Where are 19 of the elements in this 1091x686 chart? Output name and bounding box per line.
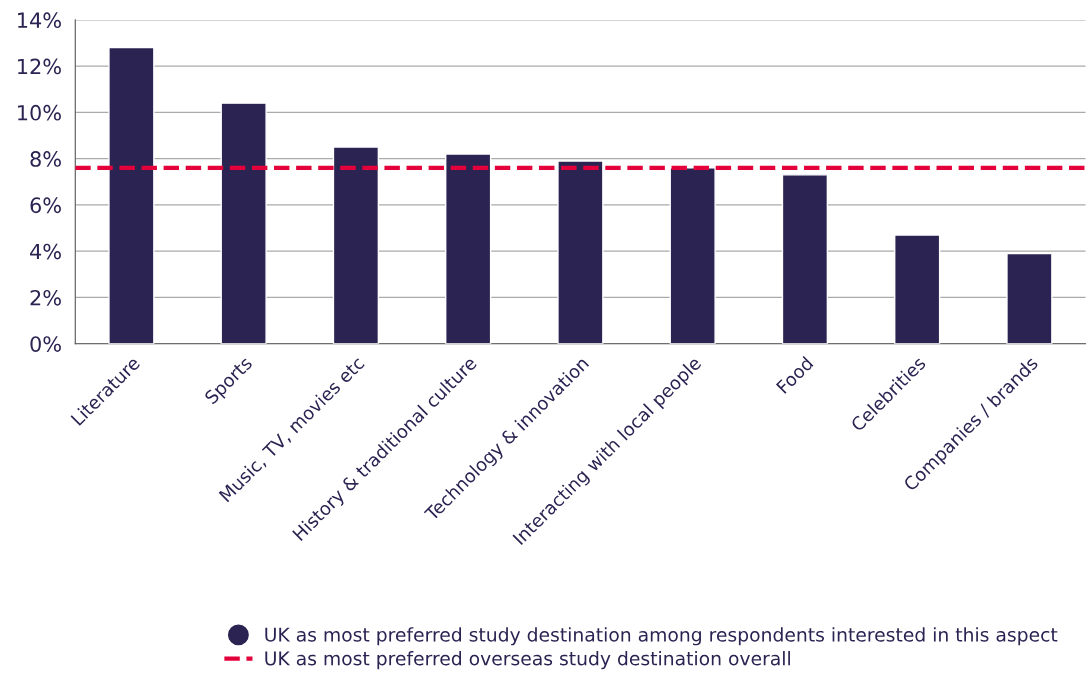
bar [894, 234, 941, 344]
y-tick-label: 12% [18, 58, 61, 75]
legend-label: UK as most preferred overseas study destination overall [265, 650, 790, 670]
y-tick-label: 14% [18, 12, 61, 29]
bar [445, 153, 492, 344]
bar [1006, 252, 1053, 344]
y-tick-label: 6% [30, 197, 61, 214]
bar [557, 160, 604, 344]
bar [669, 167, 716, 344]
y-tick-label: 8% [30, 151, 61, 167]
bar [108, 46, 155, 344]
bar [220, 102, 267, 344]
y-tick-label: 0% [30, 336, 61, 352]
y-tick-label: 10% [18, 104, 61, 121]
y-tick-label: 4% [30, 243, 61, 260]
y-tick-label: 2% [30, 289, 61, 306]
legend-label: UK as most preferred study destination among respondents interested in this aspect [265, 627, 1058, 646]
bar [332, 146, 380, 344]
bar [781, 174, 829, 344]
